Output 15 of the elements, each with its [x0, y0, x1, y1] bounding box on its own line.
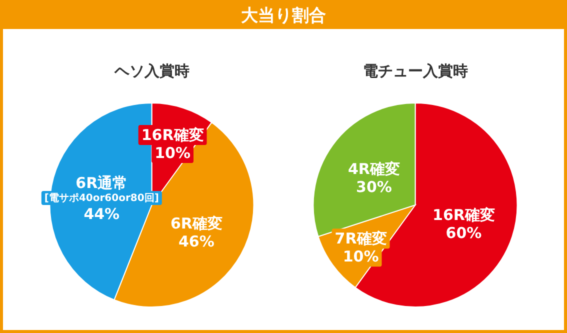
data-label: 10% [154, 144, 191, 162]
text: 大当り割合 [241, 6, 326, 26]
chart-title: ヘソ入賞時 [113, 62, 190, 80]
slice-label: 16R確変 [432, 206, 495, 224]
data-label: 44% [84, 204, 120, 223]
slice-label: 7R確変 [334, 230, 387, 248]
chart-title: 電チュー入賞時 [362, 62, 468, 80]
data-label: 10% [342, 248, 379, 266]
data-label: 46% [178, 232, 214, 251]
slice-label: 4R確変 [348, 160, 400, 178]
slice-label: 6R確変 [170, 214, 222, 233]
slice-label: 6R通常 [電サポ40or60or80回] [44, 174, 159, 204]
data-label: 30% [356, 178, 392, 196]
data-label: 60% [446, 224, 482, 242]
slice-label: 16R確変 [141, 126, 204, 144]
